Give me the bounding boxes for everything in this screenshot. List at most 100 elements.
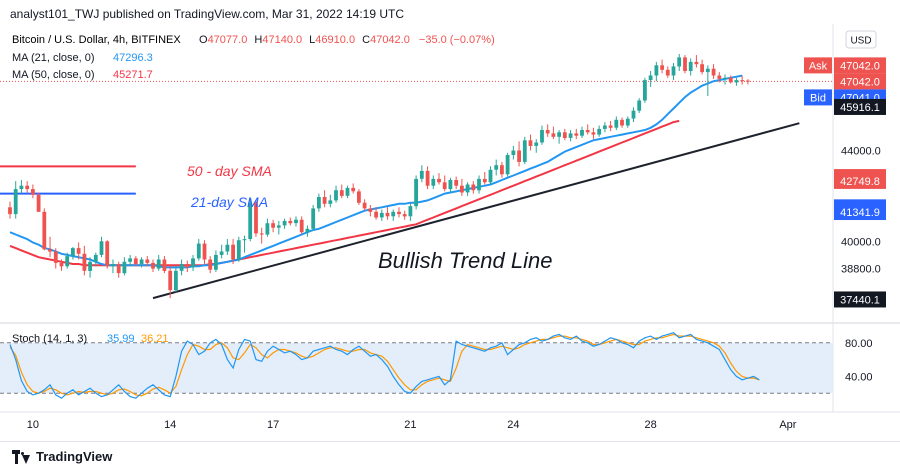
price-tag: 47042.0 — [834, 73, 886, 90]
candle-body — [665, 69, 670, 76]
price-axis: 44000.0 40000.0 38800.0 — [841, 146, 881, 276]
candle-body — [128, 258, 132, 262]
published-line: analyst101_TWJ published on TradingView.… — [10, 7, 404, 21]
tradingview-logo[interactable]: TradingView — [12, 449, 112, 464]
stoch-band-fill — [0, 342, 833, 394]
candle-body — [31, 189, 35, 195]
sma21-annotation: 21-day SMA — [190, 194, 268, 210]
candle-body — [454, 180, 459, 186]
legend-stoch-d: 36.21 — [141, 333, 169, 345]
candle-body — [345, 187, 350, 196]
candle-body — [259, 233, 264, 235]
candle-body — [317, 197, 321, 209]
time-tick-label: Apr — [779, 419, 796, 431]
candle-body — [488, 169, 493, 183]
candle-body — [294, 219, 298, 224]
candle-body — [688, 61, 693, 71]
candle-body — [614, 119, 619, 128]
candle-body — [522, 140, 527, 162]
legend-stoch-label: Stoch (14, 1, 3) — [12, 333, 87, 345]
price-tag-value: 37440.1 — [840, 294, 880, 306]
price-tag-value: 45916.1 — [840, 102, 880, 114]
footer: TradingView — [0, 441, 900, 471]
candle-body — [677, 57, 682, 67]
price-tag-label-bg — [804, 57, 832, 74]
candle-body — [620, 119, 624, 126]
candle-body — [111, 264, 115, 267]
candle-body — [36, 194, 41, 212]
candle-body — [202, 243, 207, 260]
candle-body — [357, 191, 361, 203]
bullish-trend-line — [152, 122, 800, 300]
candle-body — [683, 57, 687, 71]
candle-body — [145, 259, 150, 263]
candle-body — [568, 133, 573, 138]
legend-h: 47140.0 — [262, 34, 302, 46]
price-tag: 42749.8 — [834, 172, 886, 189]
candle-body — [59, 262, 64, 267]
candle-body — [694, 61, 699, 65]
candle-body — [76, 248, 81, 254]
candle-body — [654, 65, 659, 76]
candle-body — [471, 184, 476, 191]
price-tag-bg — [834, 98, 886, 115]
legend-o-label: O — [199, 34, 208, 46]
legend-l: 46910.0 — [315, 34, 355, 46]
candle-body — [133, 258, 138, 265]
price-tag-value: 42749.8 — [840, 176, 880, 188]
candle-body — [643, 80, 647, 101]
candle-body — [374, 211, 378, 218]
candle-body — [402, 214, 407, 217]
candle-body — [156, 259, 161, 269]
candle-body — [214, 254, 218, 270]
candle-body — [65, 256, 70, 267]
candle-body — [219, 251, 224, 255]
legend-c: 47042.0 — [370, 34, 410, 46]
candle-body — [265, 223, 270, 235]
legend-symbol: Bitcoin / U.S. Dollar, 4h, BITFINEX — [12, 34, 181, 46]
candle-body — [425, 170, 430, 186]
candle-body — [379, 212, 384, 218]
candle-body — [362, 202, 367, 209]
price-tick-label: 44000.0 — [841, 146, 881, 158]
candles-layer — [8, 53, 750, 299]
candle-body — [53, 251, 58, 263]
candle-body — [591, 132, 596, 135]
chart-canvas[interactable]: Bitcoin / U.S. Dollar, 4h, BITFINEX O 470… — [0, 24, 900, 441]
tradingview-brand: TradingView — [36, 449, 113, 464]
candle-body — [448, 180, 453, 190]
price-tags: Ask47042.047042.0Bid47041.045916.142829.… — [804, 57, 886, 308]
candle-body — [196, 243, 201, 259]
candle-body — [734, 80, 739, 83]
price-tick-label: 40000.0 — [841, 236, 881, 248]
candle-body — [631, 110, 636, 119]
candle-body — [431, 178, 436, 186]
stoch-k-line — [9, 332, 760, 399]
candle-body — [700, 64, 704, 73]
price-tag-value: 41341.9 — [840, 207, 880, 219]
candle-body — [408, 206, 413, 217]
candle-body — [208, 259, 213, 270]
legend-ma50-label: MA (50, close, 0) — [12, 69, 95, 81]
currency-button-frame[interactable] — [845, 30, 877, 49]
stoch-layer: 80.00 40.00 — [9, 332, 873, 399]
candle-body — [139, 259, 144, 264]
currency-button[interactable]: USD — [845, 30, 877, 49]
candle-body — [225, 244, 230, 252]
stoch-d-line — [9, 333, 760, 397]
candle-body — [740, 80, 745, 82]
price-tag: Ask 47042.0 — [804, 57, 886, 74]
currency-button-label[interactable]: USD — [850, 36, 871, 47]
candle-body — [282, 220, 287, 226]
candle-body — [179, 264, 184, 271]
price-tag-bg — [834, 57, 886, 74]
legend-stoch-k: 35.99 — [107, 333, 135, 345]
legend-h-label: H — [254, 34, 262, 46]
candle-body — [723, 77, 727, 79]
time-tick-label: 21 — [404, 419, 416, 431]
candle-body — [334, 190, 338, 201]
time-tick-label: 17 — [267, 419, 279, 431]
candle-body — [82, 253, 87, 271]
candle-body — [93, 254, 98, 262]
candle-body — [254, 202, 258, 234]
